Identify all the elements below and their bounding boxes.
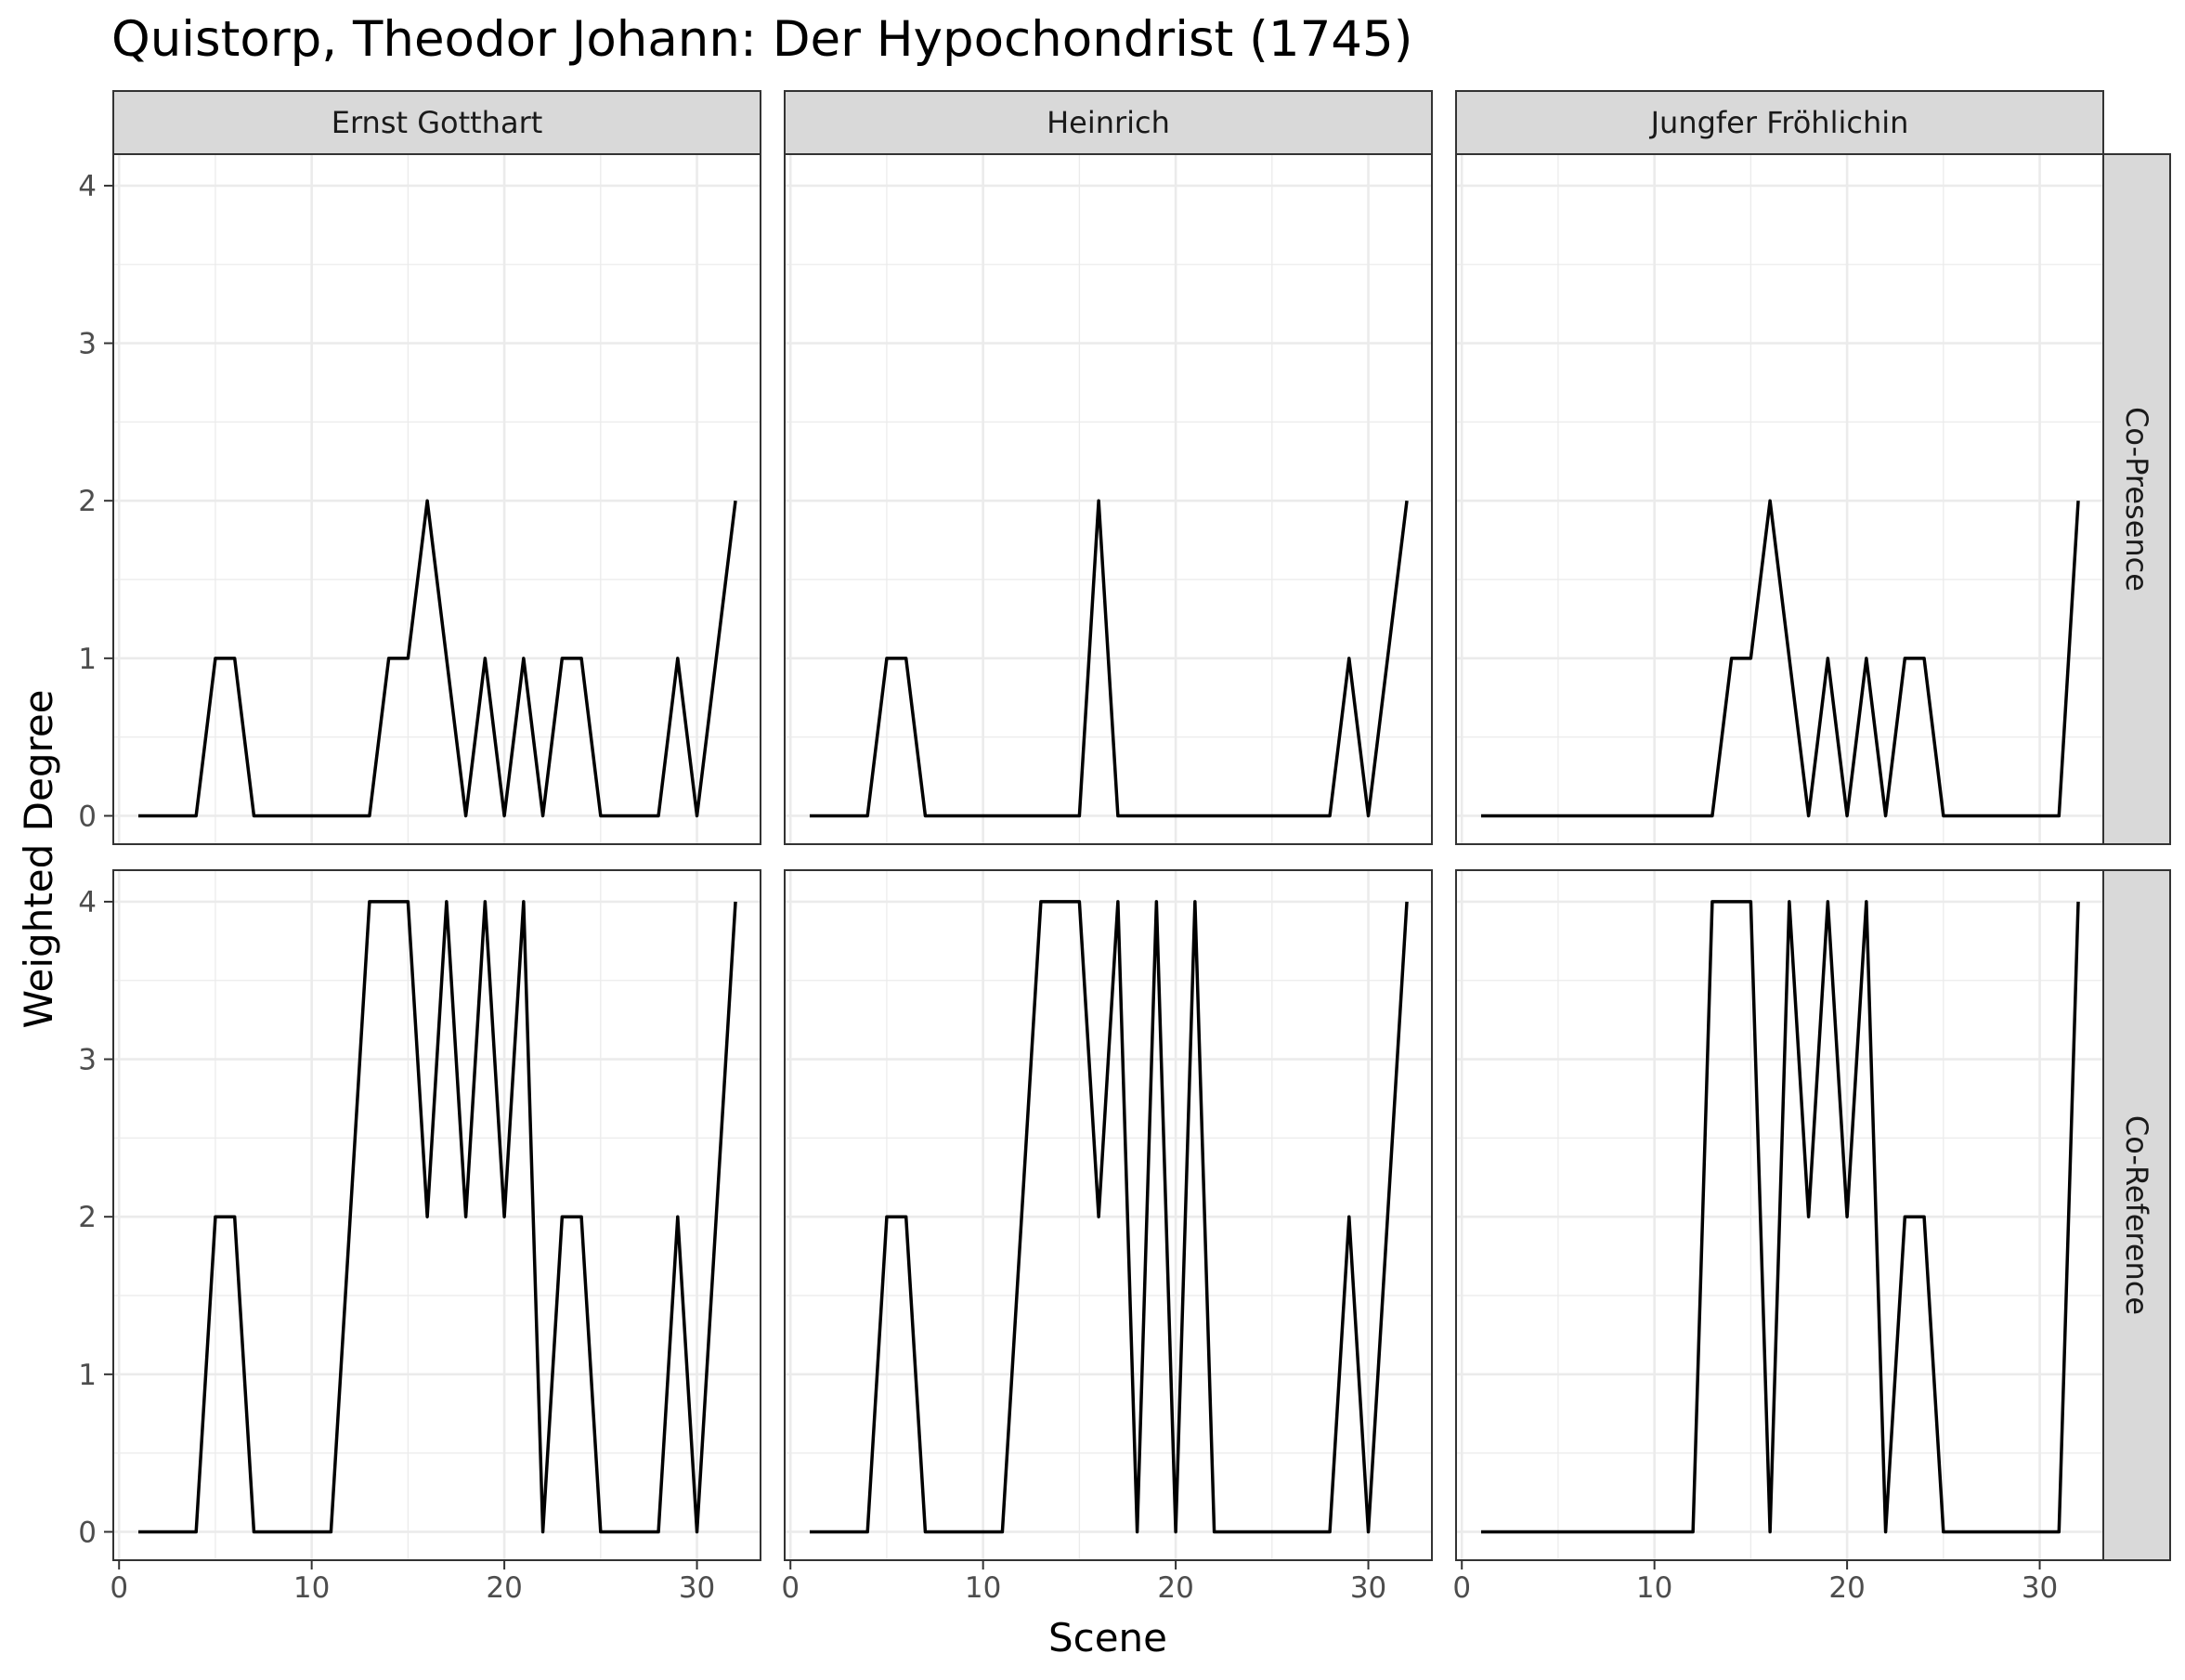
panel-border — [112, 153, 761, 845]
panel-jungfer-frohlichin-co-reference: 0 10 20 30 — [1452, 869, 2104, 1605]
series-line-jungfer-frohlichin-co-reference — [1480, 900, 2080, 1534]
y-tick-label: 4 — [78, 170, 97, 203]
series-line-ernst-gotthart-co-presence — [137, 499, 737, 818]
y-tick-label: 1 — [78, 643, 97, 676]
x-tick-label: 20 — [486, 1571, 522, 1605]
y-tick-label: 0 — [78, 800, 97, 833]
x-tick-label: 20 — [1157, 1571, 1193, 1605]
facet-label-ernst-gotthart: Ernst Gotthart — [332, 105, 543, 140]
facet-label-co-presence: Co-Presence — [2119, 407, 2154, 592]
series-line-jungfer-frohlichin-co-presence — [1480, 499, 2080, 818]
panel-border — [784, 869, 1433, 1561]
panel-background — [1456, 154, 2103, 844]
panel-heinrich-co-reference: 0 10 20 30 — [781, 869, 1433, 1605]
y-tick-label: 2 — [78, 1201, 97, 1234]
x-tick-label: 20 — [1828, 1571, 1865, 1605]
panel-border — [1455, 869, 2104, 1561]
facet-strip-jungfer-frohlichin — [1455, 90, 2104, 155]
facet-label-heinrich: Heinrich — [1047, 105, 1170, 140]
chart-title: Quistorp, Theodor Johann: Der Hypochondr… — [111, 11, 1412, 68]
x-tick-label: 30 — [2022, 1571, 2058, 1605]
facet-label-co-reference: Co-Reference — [2119, 1115, 2154, 1315]
panel-jungfer-frohlichin-co-presence — [1455, 153, 2104, 845]
x-tick-label: 30 — [679, 1571, 715, 1605]
facet-panels: Ernst Gotthart Heinrich Jungfer Fröhlichin… — [78, 90, 2171, 1605]
y-tick-label: 3 — [78, 328, 97, 361]
x-tick-label: 0 — [781, 1571, 800, 1605]
y-tick-label: 4 — [78, 886, 97, 919]
facet-strip-ernst-gotthart — [112, 90, 761, 155]
x-tick-label: 0 — [110, 1571, 128, 1605]
panel-border — [784, 153, 1433, 845]
series-line-heinrich-co-reference — [809, 900, 1409, 1534]
panel-border — [1455, 153, 2104, 845]
facet-strip-co-reference — [2102, 869, 2171, 1561]
panel-heinrich-co-presence — [784, 153, 1433, 845]
panel-border — [112, 869, 761, 1561]
facet-label-jungfer-frohlichin: Jungfer Fröhlichin — [1649, 105, 1909, 140]
panel-ernst-gotthart-co-reference: 0 1 2 3 4 0 10 20 30 — [78, 869, 761, 1605]
y-tick-label: 2 — [78, 485, 97, 518]
facet-strip-co-presence — [2102, 153, 2171, 845]
x-tick-label: 10 — [293, 1571, 330, 1605]
x-tick-label: 10 — [965, 1571, 1001, 1605]
series-line-heinrich-co-presence — [809, 499, 1409, 818]
y-axis-title: Weighted Degree — [16, 689, 61, 1028]
y-tick-label: 0 — [78, 1516, 97, 1549]
x-tick-label: 30 — [1350, 1571, 1386, 1605]
panel-background — [785, 154, 1432, 844]
x-tick-label: 0 — [1452, 1571, 1471, 1605]
series-line-ernst-gotthart-co-reference — [137, 900, 737, 1534]
x-tick-label: 10 — [1636, 1571, 1672, 1605]
y-tick-label: 3 — [78, 1044, 97, 1077]
panel-background — [113, 154, 761, 844]
y-tick-label: 1 — [78, 1359, 97, 1392]
x-axis-title: Scene — [1048, 1615, 1167, 1660]
panel-ernst-gotthart-co-presence: 0 1 2 3 4 — [78, 153, 761, 845]
facet-strip-heinrich — [784, 90, 1433, 155]
